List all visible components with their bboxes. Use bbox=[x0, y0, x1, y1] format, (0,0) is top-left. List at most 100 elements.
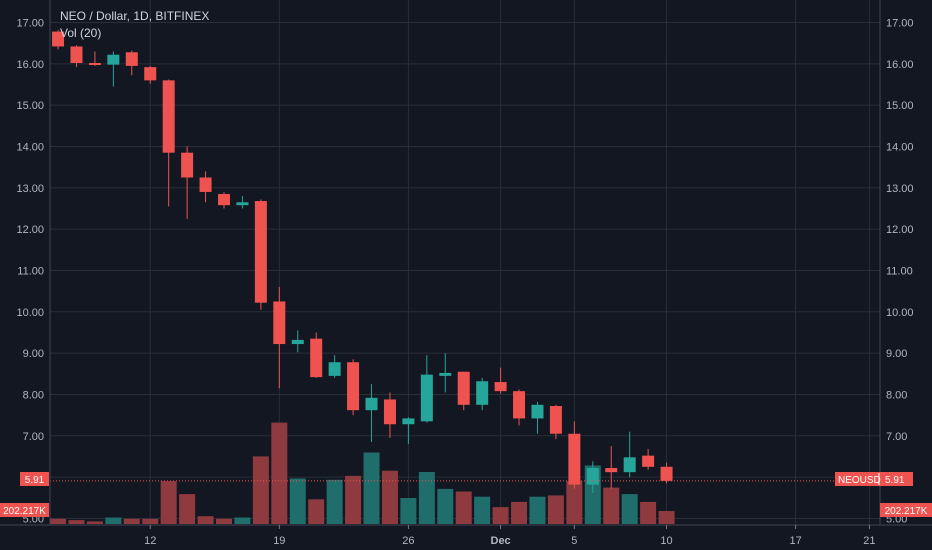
candle-body bbox=[125, 52, 138, 66]
volume-bar bbox=[529, 496, 546, 524]
candle bbox=[347, 359, 360, 416]
right-volume-tag-text: 202.217K bbox=[885, 506, 928, 517]
volume-bar bbox=[50, 518, 67, 524]
time-tick-label: 5 bbox=[571, 535, 577, 547]
candle bbox=[236, 196, 249, 209]
candle-body bbox=[476, 381, 489, 405]
candle-body bbox=[494, 382, 507, 392]
candle bbox=[531, 401, 544, 434]
candle bbox=[439, 353, 452, 393]
volume-bar bbox=[345, 475, 362, 524]
candle bbox=[199, 171, 212, 203]
time-tick-label: 10 bbox=[660, 535, 672, 547]
candles bbox=[52, 29, 673, 493]
volume-bar bbox=[308, 499, 325, 524]
candle bbox=[88, 51, 101, 66]
left-price-tag-box bbox=[20, 472, 49, 486]
volume-bar bbox=[252, 456, 269, 524]
volume-bar bbox=[68, 520, 85, 524]
volume-bar bbox=[363, 452, 380, 524]
price-tick-label-right: 7.00 bbox=[886, 431, 907, 443]
price-tick-label-right: 8.00 bbox=[886, 389, 907, 401]
candle-body bbox=[439, 372, 452, 376]
left-price-tag: 5.91 bbox=[20, 472, 49, 486]
right-volume-tag-box bbox=[880, 503, 932, 517]
right-price-tag-text: 5.91 bbox=[885, 475, 905, 486]
volume-bar bbox=[289, 478, 306, 524]
volume-bar bbox=[455, 491, 472, 524]
candle bbox=[162, 79, 175, 207]
candle-body bbox=[605, 468, 618, 473]
right-price-tag: NEOUSD 5.91 bbox=[835, 472, 913, 486]
volume-bar bbox=[160, 481, 177, 524]
price-tick-label-right: 13.00 bbox=[886, 183, 914, 195]
price-tick-label-left: 16.00 bbox=[16, 59, 44, 71]
candle bbox=[52, 29, 65, 50]
volume-bar bbox=[197, 516, 214, 524]
left-volume-tag-text: 202.217K bbox=[3, 506, 46, 517]
time-axis[interactable]: 12 19 26 Dec 5 10 17 21 bbox=[144, 525, 876, 547]
candle bbox=[70, 45, 83, 68]
volume-bar bbox=[492, 507, 509, 524]
volume-bar bbox=[271, 422, 288, 524]
price-tick-label-right: 12.00 bbox=[886, 224, 914, 236]
candle bbox=[365, 384, 378, 442]
price-tick-label-left: 14.00 bbox=[16, 141, 44, 153]
volume-bar bbox=[123, 518, 140, 524]
time-tick-label: 21 bbox=[863, 535, 875, 547]
volume-bar bbox=[86, 521, 103, 524]
symbol-title: NEO / Dollar, 1D, BITFINEX bbox=[60, 9, 209, 23]
left-volume-tag: 202.217K bbox=[0, 503, 49, 517]
time-tick-label: 17 bbox=[790, 535, 802, 547]
price-tick-label-left: 15.00 bbox=[16, 100, 44, 112]
candle bbox=[254, 199, 267, 310]
candle-body bbox=[402, 418, 415, 425]
candle bbox=[383, 392, 396, 438]
candle bbox=[642, 449, 655, 470]
candle-body bbox=[365, 397, 378, 411]
candle bbox=[494, 367, 507, 394]
candle bbox=[273, 287, 286, 389]
price-tick-label-left: 10.00 bbox=[16, 307, 44, 319]
volume-bar bbox=[234, 517, 251, 524]
candle bbox=[291, 330, 304, 353]
volume-bar bbox=[418, 472, 435, 524]
candle-body bbox=[88, 63, 101, 66]
candle bbox=[568, 421, 581, 489]
price-tick-label-right: 15.00 bbox=[886, 100, 914, 112]
volume-bar bbox=[547, 495, 564, 524]
price-tick-label-right: 17.00 bbox=[886, 18, 914, 30]
price-tick-label-right: 10.00 bbox=[886, 307, 914, 319]
candle bbox=[328, 355, 341, 378]
candle bbox=[310, 332, 323, 378]
candle bbox=[476, 377, 489, 411]
candle-body bbox=[642, 455, 655, 467]
price-tick-label-left: 9.00 bbox=[23, 348, 44, 360]
candle-body bbox=[568, 433, 581, 485]
right-volume-tag: 202.217K bbox=[880, 503, 932, 517]
candle bbox=[586, 461, 599, 493]
volume-bars bbox=[50, 422, 675, 524]
candle bbox=[402, 417, 415, 445]
candle-body bbox=[623, 457, 636, 473]
volume-bar bbox=[640, 501, 657, 524]
price-tick-label-right: 16.00 bbox=[886, 59, 914, 71]
candle-body bbox=[218, 194, 230, 206]
candle bbox=[457, 371, 470, 411]
candle bbox=[144, 65, 157, 84]
volume-bar bbox=[511, 501, 528, 524]
candle-body bbox=[328, 362, 341, 376]
left-volume-tag-box bbox=[0, 503, 49, 517]
bottom-axis-background bbox=[0, 525, 932, 550]
candle bbox=[513, 389, 526, 426]
candle bbox=[549, 404, 562, 440]
price-tick-label-right: 11.00 bbox=[886, 265, 913, 277]
volume-bar bbox=[142, 518, 159, 524]
ticker-tag-text: NEOUSD bbox=[838, 475, 881, 486]
price-tick-label-left: 8.00 bbox=[23, 389, 44, 401]
candle-body bbox=[107, 54, 120, 65]
price-tick-label-right: 9.00 bbox=[886, 348, 907, 360]
candle-body bbox=[273, 301, 286, 345]
